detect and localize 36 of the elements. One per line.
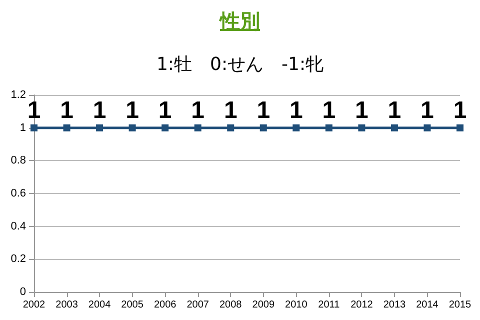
y-tick-label: 0.2 (10, 253, 26, 266)
data-label: 1 (92, 96, 106, 124)
x-tick-label: 2011 (318, 300, 340, 310)
x-tick-label: 2008 (219, 300, 242, 310)
data-label: 1 (388, 96, 402, 124)
data-label: 1 (191, 96, 205, 124)
data-label: 1 (420, 96, 434, 124)
data-label: 1 (158, 96, 172, 124)
x-tick-label: 2006 (154, 300, 177, 310)
y-tick-label: 0.6 (10, 188, 26, 200)
data-label: 1 (60, 96, 74, 124)
data-label: 1 (126, 96, 139, 124)
x-tick-label: 2003 (56, 300, 78, 310)
data-label: 1 (256, 96, 270, 124)
data-label: 1 (355, 96, 368, 124)
x-tick-label: 2012 (350, 300, 374, 310)
x-tick-label: 2013 (383, 300, 406, 310)
x-tick-label: 2007 (186, 300, 210, 310)
chart-subtitle: 1:牡 0:せん -1:牝 (155, 53, 325, 76)
x-tick-label: 2004 (88, 300, 112, 310)
x-tick-label: 2010 (285, 300, 308, 310)
y-tick-label: 0.8 (10, 154, 26, 167)
x-tick-label: 2002 (22, 300, 46, 310)
y-tick-label: 1.2 (10, 89, 26, 101)
x-tick-label: 2005 (121, 300, 144, 310)
data-label: 1 (289, 96, 303, 124)
x-tick-label: 2015 (448, 300, 472, 310)
y-tick-label: 1 (20, 122, 26, 134)
x-tick-label: 2014 (416, 300, 439, 310)
data-label: 1 (453, 96, 467, 124)
y-tick-label: 0.4 (10, 220, 26, 232)
y-tick-label: 0 (20, 286, 26, 298)
x-tick-label: 2009 (252, 300, 275, 310)
data-label: 1 (322, 96, 336, 124)
data-label: 1 (224, 96, 238, 124)
chart-title: 性別 (218, 8, 261, 35)
